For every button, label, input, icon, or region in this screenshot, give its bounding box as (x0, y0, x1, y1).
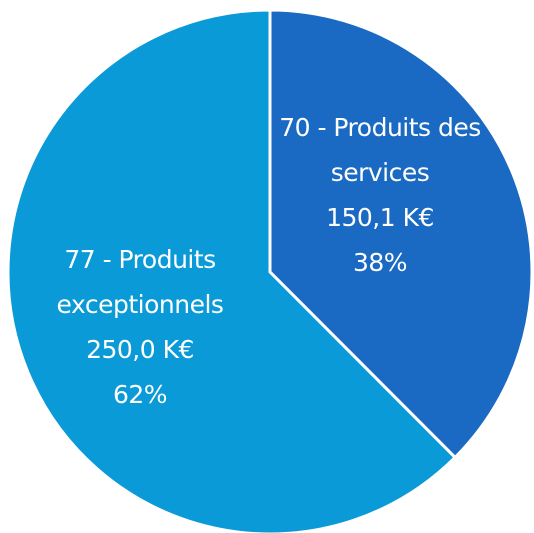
percent-label: 62% (112, 380, 168, 409)
slice-label: 70 - Produits des services 150,1 K€ 38% (275, 105, 485, 285)
pie-slice (268, 8, 534, 459)
category-label: 70 - Produits des services (279, 113, 481, 187)
pie-slice (6, 8, 457, 533)
value-label: 150,1 K€ (326, 203, 434, 232)
slice-label: 77 - Produits exceptionnels 250,0 K€ 62% (30, 237, 250, 417)
value-label: 250,0 K€ (86, 335, 194, 364)
percent-label: 38% (352, 248, 408, 277)
category-label: 77 - Produits exceptionnels (56, 245, 224, 319)
